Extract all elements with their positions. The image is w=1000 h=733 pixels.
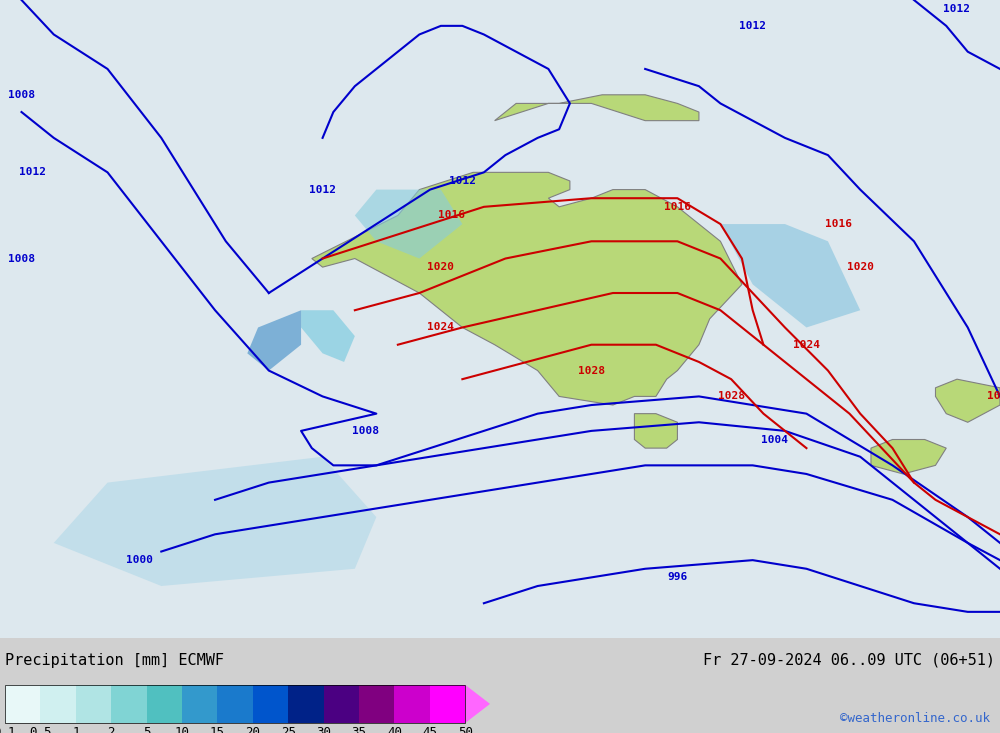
Text: 1020: 1020 bbox=[986, 391, 1000, 402]
Text: 1000: 1000 bbox=[126, 555, 153, 565]
Text: ©weatheronline.co.uk: ©weatheronline.co.uk bbox=[840, 712, 990, 725]
Text: 1024: 1024 bbox=[793, 339, 820, 350]
Text: 15: 15 bbox=[210, 726, 225, 733]
Bar bbox=[76, 685, 111, 723]
Text: 30: 30 bbox=[316, 726, 331, 733]
Polygon shape bbox=[54, 457, 376, 586]
Text: 1020: 1020 bbox=[427, 262, 454, 272]
Bar bbox=[430, 685, 465, 723]
Text: 1016: 1016 bbox=[664, 202, 691, 212]
Polygon shape bbox=[634, 413, 677, 448]
Text: 40: 40 bbox=[387, 726, 402, 733]
Polygon shape bbox=[935, 379, 1000, 422]
Text: 1016: 1016 bbox=[825, 219, 852, 229]
Text: 1008: 1008 bbox=[352, 426, 379, 436]
Text: 45: 45 bbox=[422, 726, 437, 733]
Text: 25: 25 bbox=[281, 726, 296, 733]
Text: 1012: 1012 bbox=[449, 176, 476, 186]
Text: 1004: 1004 bbox=[761, 435, 788, 444]
Bar bbox=[359, 685, 394, 723]
Text: 1008: 1008 bbox=[8, 254, 35, 264]
Bar bbox=[182, 685, 217, 723]
Bar bbox=[324, 685, 359, 723]
Bar bbox=[5, 685, 40, 723]
Polygon shape bbox=[871, 440, 946, 474]
Polygon shape bbox=[247, 310, 301, 371]
Text: Fr 27-09-2024 06..09 UTC (06+51): Fr 27-09-2024 06..09 UTC (06+51) bbox=[703, 653, 995, 668]
Text: 35: 35 bbox=[352, 726, 367, 733]
Text: 1012: 1012 bbox=[309, 185, 336, 194]
Text: 1028: 1028 bbox=[718, 391, 745, 402]
Polygon shape bbox=[495, 95, 699, 121]
Polygon shape bbox=[355, 190, 462, 259]
Bar bbox=[147, 685, 182, 723]
Bar bbox=[111, 685, 147, 723]
Polygon shape bbox=[312, 172, 742, 405]
Text: 5: 5 bbox=[143, 726, 150, 733]
Text: 20: 20 bbox=[245, 726, 260, 733]
Bar bbox=[288, 685, 324, 723]
Polygon shape bbox=[720, 224, 860, 328]
Text: 1012: 1012 bbox=[943, 4, 970, 14]
Text: 2: 2 bbox=[107, 726, 115, 733]
Text: 1028: 1028 bbox=[578, 366, 605, 375]
Text: 10: 10 bbox=[175, 726, 190, 733]
Text: 1008: 1008 bbox=[8, 90, 35, 100]
Bar bbox=[394, 685, 430, 723]
Text: 996: 996 bbox=[667, 572, 688, 583]
Polygon shape bbox=[301, 310, 355, 362]
Text: 1: 1 bbox=[72, 726, 80, 733]
Text: Precipitation [mm] ECMWF: Precipitation [mm] ECMWF bbox=[5, 653, 224, 668]
Text: 1016: 1016 bbox=[438, 210, 465, 221]
Text: 50: 50 bbox=[458, 726, 473, 733]
Bar bbox=[253, 685, 288, 723]
Text: 1012: 1012 bbox=[19, 167, 46, 177]
Text: 0.1: 0.1 bbox=[0, 726, 16, 733]
Text: 1020: 1020 bbox=[847, 262, 874, 272]
Bar bbox=[5, 685, 465, 723]
Polygon shape bbox=[465, 685, 490, 723]
Bar bbox=[217, 685, 253, 723]
Text: 1024: 1024 bbox=[427, 323, 454, 333]
Bar bbox=[40, 685, 76, 723]
Text: 0.5: 0.5 bbox=[29, 726, 52, 733]
Text: 1012: 1012 bbox=[739, 21, 766, 31]
